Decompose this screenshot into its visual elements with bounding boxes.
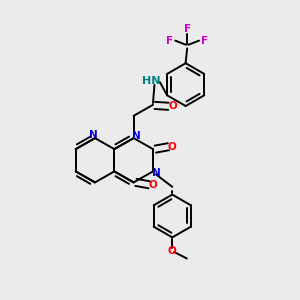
Text: N: N — [152, 168, 160, 178]
Text: O: O — [148, 180, 157, 190]
Text: O: O — [168, 246, 177, 256]
Text: O: O — [168, 101, 177, 111]
Text: F: F — [167, 36, 173, 46]
Text: O: O — [168, 142, 177, 152]
Text: N: N — [89, 130, 98, 140]
Text: N: N — [132, 131, 141, 141]
Text: HN: HN — [142, 76, 161, 86]
Text: F: F — [184, 24, 191, 34]
Text: F: F — [201, 36, 208, 46]
